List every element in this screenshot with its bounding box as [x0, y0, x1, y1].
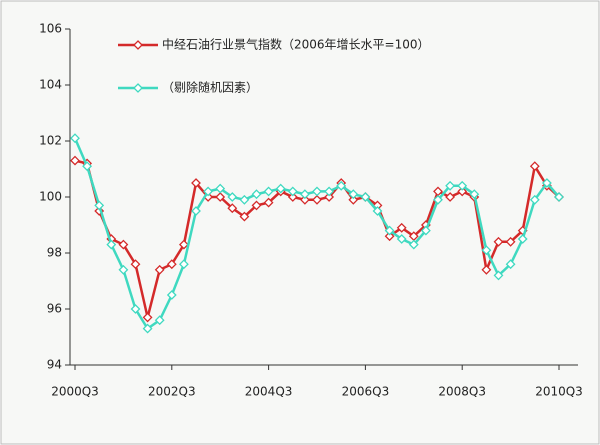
series-marker: [384, 225, 395, 236]
legend-label: 中经石油行业景气指数（2006年增长水平=100）: [162, 37, 430, 52]
series-marker: [324, 186, 335, 197]
series-marker: [299, 189, 310, 200]
series-marker: [396, 234, 407, 244]
series-marker: [263, 186, 274, 197]
legend-marker: [133, 40, 143, 50]
series-marker: [505, 259, 516, 270]
series-marker: [178, 239, 189, 250]
legend-marker: [133, 83, 143, 93]
series-marker: [408, 239, 419, 250]
series-marker: [239, 211, 250, 222]
series-marker: [348, 189, 359, 200]
series-marker: [106, 239, 117, 250]
series-marker: [118, 264, 129, 275]
series-marker: [82, 161, 93, 172]
series-marker: [505, 236, 516, 247]
series-marker: [312, 194, 322, 205]
series-marker: [154, 264, 165, 275]
series-marker: [324, 192, 335, 202]
series-marker: [215, 183, 226, 194]
series-marker: [481, 264, 492, 275]
series-marker: [433, 194, 443, 205]
series-marker: [420, 225, 431, 236]
series-marker: [493, 236, 504, 247]
series-marker: [348, 194, 359, 205]
series-marker: [191, 178, 201, 188]
y-tick-label: 104: [39, 78, 62, 92]
series-marker: [251, 200, 262, 211]
series-marker: [94, 200, 105, 211]
y-tick-label: 100: [39, 190, 62, 204]
series-marker: [166, 259, 177, 270]
series-marker: [457, 186, 468, 197]
series-marker: [372, 206, 383, 216]
series-marker: [227, 203, 238, 214]
x-tick-label: 2010Q3: [535, 385, 583, 399]
series-marker: [445, 192, 456, 202]
series-marker: [166, 290, 177, 300]
series-marker: [445, 180, 456, 191]
series-marker: [142, 312, 153, 323]
series-marker: [541, 178, 552, 188]
series-marker: [529, 161, 540, 172]
series-marker: [287, 192, 298, 202]
y-tick-label: 106: [39, 22, 62, 36]
series-marker: [118, 239, 129, 250]
series-marker: [142, 323, 153, 334]
series-marker: [396, 222, 407, 233]
series-marker: [251, 189, 262, 200]
series-marker: [517, 234, 528, 244]
legend-label: （剔除随机因素）: [162, 80, 258, 95]
series-marker: [336, 180, 347, 191]
series-marker: [70, 155, 80, 166]
series-marker: [529, 194, 540, 205]
y-tick-label: 98: [47, 246, 62, 260]
series-marker: [70, 133, 80, 144]
series-marker: [239, 194, 250, 205]
y-tick-label: 102: [39, 134, 62, 148]
series-marker: [191, 206, 201, 216]
series-marker: [130, 304, 141, 314]
series-marker: [481, 245, 492, 256]
x-tick-label: 2006Q3: [342, 385, 390, 399]
x-tick-label: 2002Q3: [148, 385, 196, 399]
series-marker: [154, 315, 165, 326]
series-marker: [554, 192, 564, 202]
series-marker: [287, 186, 298, 197]
series-marker: [384, 231, 395, 242]
series-marker: [178, 259, 189, 270]
series-marker: [263, 197, 274, 208]
y-tick-label: 96: [47, 302, 62, 316]
series-marker: [215, 192, 226, 202]
y-tick-label: 94: [47, 358, 62, 372]
series-marker: [469, 189, 480, 200]
series-marker: [227, 192, 238, 202]
series-marker: [130, 259, 141, 270]
x-tick-label: 2004Q3: [245, 385, 293, 399]
x-tick-label: 2000Q3: [51, 385, 99, 399]
series-marker: [275, 183, 286, 194]
x-tick-label: 2008Q3: [438, 385, 486, 399]
series-marker: [360, 192, 371, 202]
series-marker: [299, 194, 310, 205]
series-marker: [457, 180, 468, 191]
series-marker: [312, 186, 322, 197]
series-marker: [203, 186, 214, 197]
series-marker: [493, 270, 504, 281]
